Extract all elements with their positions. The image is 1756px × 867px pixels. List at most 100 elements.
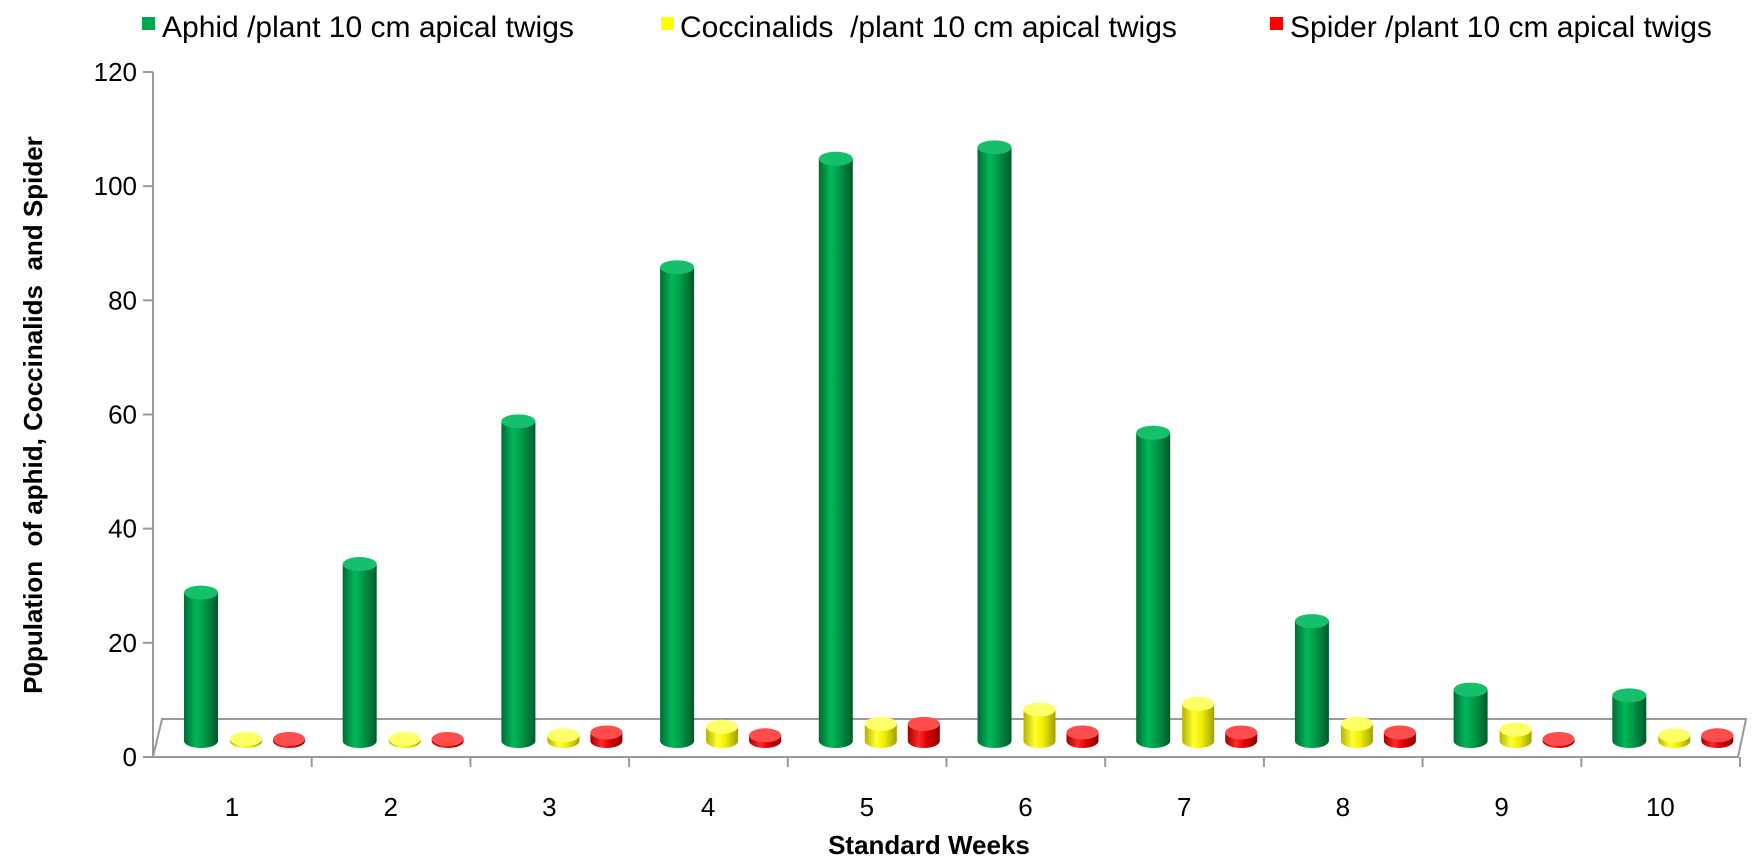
- x-axis-ticks: 1 2 3 4 5 6 7 8 9 10: [225, 757, 1741, 822]
- bar-coccinalids: [864, 716, 897, 748]
- bar-cap: [1453, 682, 1488, 697]
- bar-cap: [1294, 614, 1329, 629]
- bar-body: [342, 564, 377, 748]
- y-tick-label: 120: [94, 57, 137, 87]
- bar-spider: [1066, 725, 1099, 748]
- bar-coccinalids: [230, 732, 262, 748]
- bar-body: [1453, 689, 1488, 748]
- bar-cap: [1340, 716, 1373, 731]
- legend-swatch-coccinalids: [661, 17, 674, 30]
- x-tick-label: 8: [1336, 792, 1350, 822]
- bar-body: [1136, 432, 1171, 748]
- bar-body: [660, 267, 695, 748]
- bar-cap: [184, 585, 218, 600]
- x-tick-label: 1: [225, 792, 239, 822]
- bar-cap: [273, 732, 305, 746]
- bar-aphid: [977, 140, 1012, 749]
- y-tick-label: 60: [108, 400, 137, 430]
- x-tick-label: 10: [1646, 792, 1675, 822]
- bar-body: [1182, 703, 1215, 748]
- bar-coccinalids: [1499, 722, 1532, 748]
- bar-cap: [1066, 725, 1099, 740]
- legend-swatch-spider: [1270, 17, 1283, 30]
- bar-cap: [1542, 732, 1575, 746]
- bar-cap: [342, 557, 377, 572]
- bar-cap: [706, 719, 739, 734]
- y-axis-title: P0pulation of aphid, Coccinalids and Spi…: [18, 136, 48, 694]
- bar-cap: [501, 414, 536, 429]
- bar-aphid: [1453, 682, 1488, 748]
- bar-aphid: [1612, 688, 1647, 748]
- legend: Aphid /plant 10 cm apical twigs Coccinal…: [142, 11, 1712, 44]
- x-tick-label: 4: [701, 792, 715, 822]
- bar-cap: [749, 728, 782, 743]
- bar-coccinalids: [547, 728, 580, 748]
- bar-aphid: [660, 260, 695, 748]
- bar-cap: [547, 728, 580, 743]
- bar-cap: [1499, 722, 1532, 737]
- bar-cap: [1225, 725, 1258, 740]
- bar-cap: [1182, 696, 1215, 711]
- x-tick-label: 7: [1177, 792, 1191, 822]
- bar-body: [184, 592, 218, 748]
- bar-spider: [749, 728, 782, 748]
- bar-aphid: [342, 557, 377, 748]
- legend-label-aphid: Aphid /plant 10 cm apical twigs: [162, 11, 574, 44]
- y-tick-label: 80: [108, 285, 137, 315]
- x-tick-label: 5: [860, 792, 874, 822]
- bar-cap: [818, 151, 853, 166]
- legend-label-coccinalids: Coccinalids /plant 10 cm apical twigs: [680, 11, 1177, 44]
- bar-coccinalids: [1023, 702, 1056, 748]
- bar-cap: [1136, 425, 1171, 440]
- bar-cap: [1612, 688, 1647, 703]
- x-tick-label: 2: [383, 792, 397, 822]
- y-tick-label: 0: [123, 742, 137, 772]
- bar-cap: [230, 732, 262, 746]
- bar-body: [1294, 621, 1329, 748]
- bar-coccinalids: [706, 719, 739, 748]
- bar-cap: [1701, 728, 1734, 743]
- bar-aphid: [818, 151, 853, 748]
- x-tick-label: 3: [542, 792, 556, 822]
- bar-aphid: [184, 585, 218, 748]
- x-tick-label: 9: [1494, 792, 1508, 822]
- bar-cap: [1023, 702, 1056, 717]
- bar-spider: [273, 732, 305, 748]
- bar-spider: [1225, 725, 1258, 748]
- x-tick-label: 6: [1018, 792, 1032, 822]
- bar-spider: [1542, 732, 1575, 748]
- bar-cap: [1658, 728, 1691, 743]
- bar-cap: [431, 732, 464, 746]
- y-axis-ticks: 0 20 40 60 80 100 120: [94, 57, 153, 772]
- legend-swatch-aphid: [142, 17, 155, 30]
- bar-spider: [907, 716, 940, 748]
- bar-body: [1023, 709, 1056, 748]
- bar-cap: [977, 140, 1012, 155]
- bar-coccinalids: [388, 732, 421, 748]
- x-axis-title: Standard Weeks: [828, 830, 1030, 860]
- bar-spider: [1383, 725, 1416, 748]
- bar-cap: [590, 725, 623, 740]
- bar-coccinalids: [1658, 728, 1691, 748]
- bar-body: [818, 158, 853, 748]
- y-tick-label: 100: [94, 171, 137, 201]
- bar-cap: [864, 716, 897, 731]
- bar-body: [1612, 695, 1647, 748]
- bar-aphid: [1136, 425, 1171, 748]
- bar-cap: [1383, 725, 1416, 740]
- bar-coccinalids: [1182, 696, 1215, 748]
- bar-cap: [660, 260, 695, 275]
- bar-spider: [431, 732, 464, 748]
- bar-coccinalids: [1340, 716, 1373, 748]
- bar-spider: [590, 725, 623, 748]
- y-tick-label: 40: [108, 514, 137, 544]
- bar-body: [501, 421, 536, 748]
- bar-body: [977, 147, 1012, 749]
- bar-cap: [388, 732, 421, 746]
- bar-cap: [907, 716, 940, 731]
- bar-aphid: [501, 414, 536, 748]
- bars: [184, 140, 1734, 749]
- bar-spider: [1701, 728, 1734, 748]
- bar-aphid: [1294, 614, 1329, 748]
